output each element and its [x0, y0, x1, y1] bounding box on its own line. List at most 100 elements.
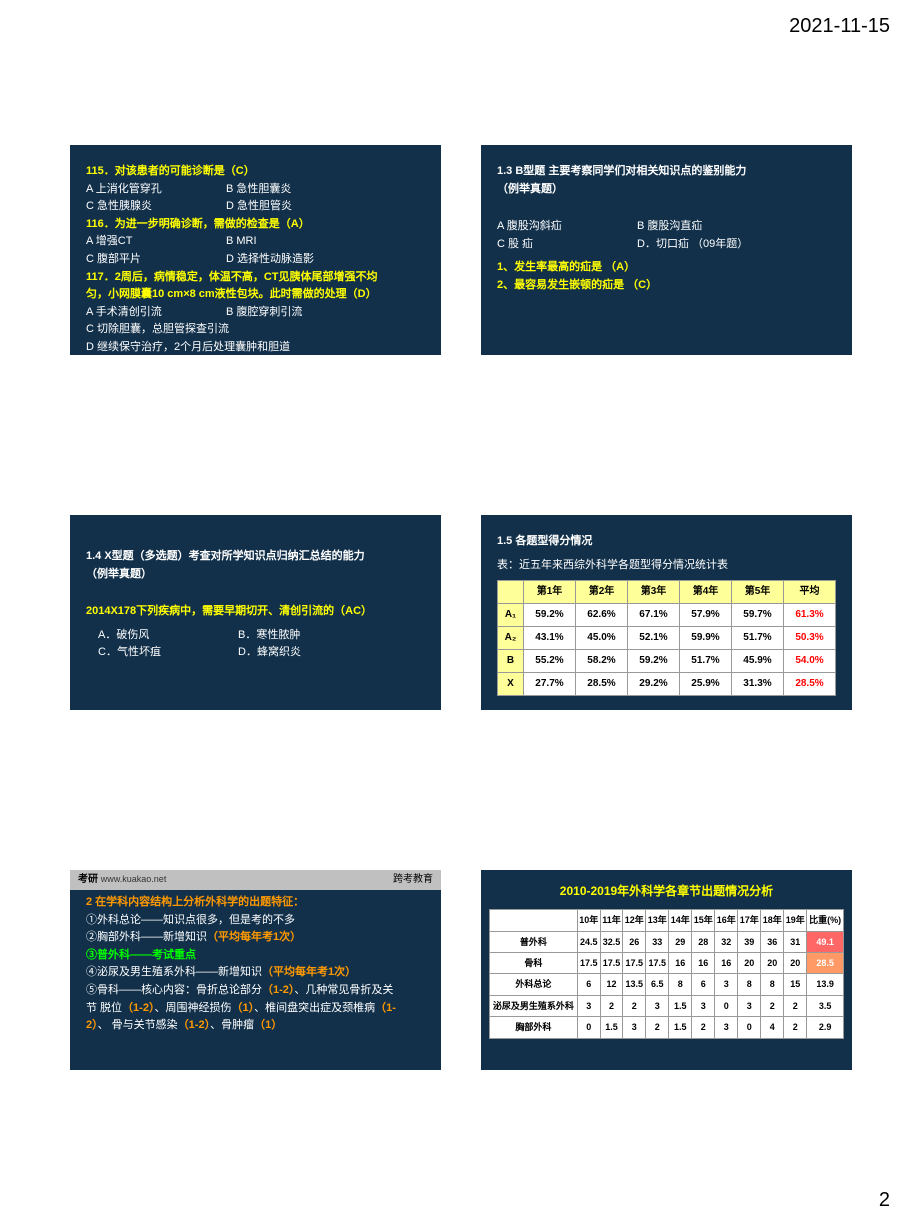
opt: D 急性胆管炎 [226, 198, 292, 216]
q115-opts-1: A 上消化管穿孔 B 急性胆囊炎 [86, 181, 425, 199]
s6-header-bar: 考研 www.kuakao.net 跨考教育 [70, 870, 441, 890]
q117-opts-1: A 手术清创引流 B 腹腔穿刺引流 [86, 304, 425, 322]
cell: 24.5 [577, 931, 600, 952]
score-table: 第1年第2年第3年第4年第5年平均 A₁59.2%62.6%67.1%57.9%… [497, 580, 836, 696]
opt: B 腹股沟直疝 [637, 218, 702, 236]
opt: A 上消化管穿孔 [86, 181, 226, 199]
slides-grid: 115．对该患者的可能诊断是（C） A 上消化管穿孔 B 急性胆囊炎 C 急性胰… [70, 145, 852, 1070]
s6-l3: ③普外科——考试重点 [86, 947, 425, 965]
col-header: 第3年 [627, 581, 679, 604]
q115-opts-2: C 急性胰腺炎 D 急性胆管炎 [86, 198, 425, 216]
s5-caption: 表：近五年来西综外科学各题型得分情况统计表 [497, 557, 836, 575]
page-number: 2 [879, 1189, 890, 1212]
col-header: 第1年 [523, 581, 575, 604]
cell: 13.5 [623, 974, 646, 995]
cell: 13.9 [807, 974, 844, 995]
cell: 28 [692, 931, 715, 952]
cell: 3.5 [807, 995, 844, 1016]
s6-l2: ②胸部外科——新增知识（平均每年考1次） [86, 929, 425, 947]
cell: 32.5 [600, 931, 622, 952]
cell: 51.7% [731, 627, 783, 650]
s5-title: 1.5 各题型得分情况 [497, 533, 836, 551]
opt: D．切口疝 （09年题） [637, 236, 748, 254]
txt: ②胸部外科——新增知识 [86, 931, 207, 943]
col-header: 12年 [623, 910, 646, 931]
txt: ④泌尿及男生殖系外科——新增知识 [86, 966, 262, 978]
txt: （1- [375, 1002, 396, 1014]
chapter-table: 10年11年12年13年14年15年16年17年18年19年比重(%) 普外科2… [489, 909, 844, 1038]
cell: 20 [738, 952, 761, 973]
cell: 16 [669, 952, 692, 973]
s2-opts-2: C 股 疝 D．切口疝 （09年题） [497, 236, 836, 254]
slide-3: 1.4 X型题（多选题）考查对所学知识点归纳汇总结的能力 （例举真题） 2014… [70, 515, 441, 710]
col-header: 第2年 [575, 581, 627, 604]
cell: 43.1% [523, 627, 575, 650]
slide-6-right: 2010-2019年外科学各章节出题情况分析 10年11年12年13年14年15… [481, 870, 852, 1070]
s2-title1: 1.3 B型题 主要考察同学们对相关知识点的鉴别能力 [497, 163, 836, 181]
cell: 50.3% [783, 627, 835, 650]
s6-l1: ①外科总论——知识点很多，但是考的不多 [86, 912, 425, 930]
cell: 45.9% [731, 650, 783, 673]
cell: 2 [600, 995, 622, 1016]
opt: A．破伤风 [98, 627, 238, 645]
txt: 节 脱位 [86, 1002, 122, 1014]
opt: B．寒性脓肿 [238, 627, 300, 645]
cell: 49.1 [807, 931, 844, 952]
cell: 52.1% [627, 627, 679, 650]
opt: D 选择性动脉造影 [226, 251, 314, 269]
cell: 59.9% [679, 627, 731, 650]
cell: 3 [577, 995, 600, 1016]
cell: 55.2% [523, 650, 575, 673]
cell: 51.7% [679, 650, 731, 673]
cell: 59.2% [627, 650, 679, 673]
s6-logo: 考研 [78, 874, 98, 885]
cell: 普外科 [490, 931, 578, 952]
col-header: 18年 [761, 910, 784, 931]
cell: 31.3% [731, 673, 783, 696]
cell: 58.2% [575, 650, 627, 673]
s3-stem: 2014X178下列疾病中，需要早期切开、清创引流的（AC） [86, 603, 425, 621]
s2-title2: （例举真题） [497, 181, 836, 199]
s6-url: www.kuakao.net [101, 874, 167, 884]
s3-title1: 1.4 X型题（多选题）考查对所学知识点归纳汇总结的能力 [86, 548, 425, 566]
cell: 2 [784, 1017, 807, 1038]
opt: C．气性坏疽 [98, 644, 238, 662]
col-header: 第5年 [731, 581, 783, 604]
opt: A 手术清创引流 [86, 304, 226, 322]
q117-oc: C 切除胆囊，总胆管探查引流 [86, 321, 425, 339]
cell: A₂ [498, 627, 524, 650]
cell: 2 [784, 995, 807, 1016]
cell: 67.1% [627, 604, 679, 627]
cell: 28.5% [575, 673, 627, 696]
cell: B [498, 650, 524, 673]
col-header: 第4年 [679, 581, 731, 604]
cell: 25.9% [679, 673, 731, 696]
cell: 0 [738, 1017, 761, 1038]
cell: 3 [623, 1017, 646, 1038]
cell: 6.5 [646, 974, 669, 995]
q117-line2: 匀，小网膜囊10 cm×8 cm液性包块。此时需做的处理（D） [86, 286, 425, 304]
opt: C 腹部平片 [86, 251, 226, 269]
cell: 26 [623, 931, 646, 952]
slide-2: 1.3 B型题 主要考察同学们对相关知识点的鉴别能力 （例举真题） A 腹股沟斜… [481, 145, 852, 355]
col-header: 比重(%) [807, 910, 844, 931]
col-header: 16年 [715, 910, 738, 931]
cell: 0 [715, 995, 738, 1016]
cell: 3 [646, 995, 669, 1016]
col-header: 10年 [577, 910, 600, 931]
page-date: 2021-11-15 [789, 15, 890, 38]
col-header [498, 581, 524, 604]
cell: 外科总论 [490, 974, 578, 995]
cell: 32 [715, 931, 738, 952]
cell: 17.5 [646, 952, 669, 973]
col-header: 19年 [784, 910, 807, 931]
col-header: 11年 [600, 910, 622, 931]
cell: 27.7% [523, 673, 575, 696]
txt: 、 骨与关节感染 [98, 1019, 178, 1031]
cell: 57.9% [679, 604, 731, 627]
txt: （1-2） [178, 1019, 210, 1031]
opt: C 股 疝 [497, 236, 637, 254]
cell: 2 [761, 995, 784, 1016]
txt: （平均每年考1次） [262, 966, 356, 978]
txt: 2） [86, 1019, 98, 1031]
